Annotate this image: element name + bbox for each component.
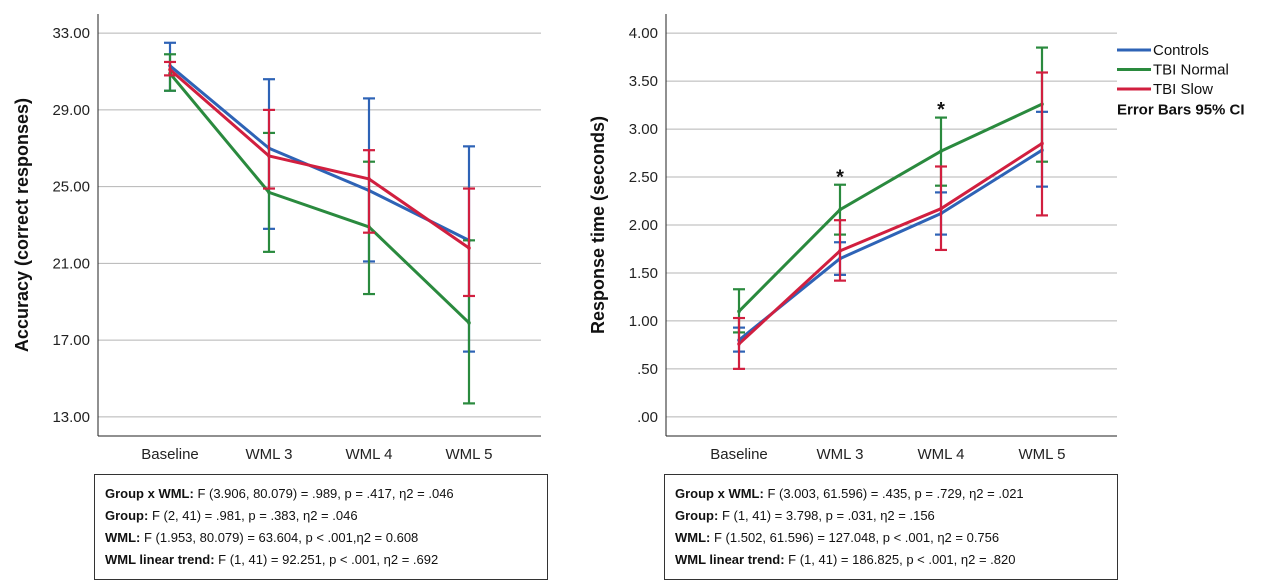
chart-0: 13.00 17.00 21.00 25.00 29.00 33.00 Baseline WM… — [12, 14, 541, 463]
data-point — [168, 67, 172, 72]
x-tick-label: Baseline — [710, 446, 768, 463]
legend-entry: TBI Slow — [1153, 81, 1213, 98]
y-tick-label: .50 — [637, 361, 658, 378]
stats-row: WML linear trend: F (1, 41) = 186.825, p… — [675, 552, 1016, 567]
series-line-tbi-normal — [737, 102, 1043, 313]
data-point — [737, 309, 741, 314]
stats-row: Group x WML: F (3.906, 80.079) = .989, p… — [105, 486, 454, 501]
legend: Controls TBI Normal TBI Slow Error Bars 95%… — [1117, 42, 1245, 119]
series-line-controls — [169, 64, 470, 242]
stats-row: WML: F (1.502, 61.596) = 127.048, p < .0… — [675, 530, 1000, 545]
data-point — [939, 149, 943, 153]
charts-canvas: 13.00 17.00 21.00 25.00 29.00 33.00 Baseline WM… — [12, 14, 1245, 463]
y-axis-label: Response time (seconds) — [588, 116, 608, 334]
x-tick-label: WML 5 — [446, 446, 493, 463]
y-tick-label: 4.00 — [629, 25, 658, 42]
x-tick-label: WML 5 — [1019, 446, 1066, 463]
data-point — [737, 342, 741, 346]
data-point — [1040, 141, 1044, 146]
series-line-tbi-slow — [737, 142, 1043, 346]
y-tick-label: 1.50 — [629, 265, 658, 282]
x-tick-label: WML 3 — [817, 446, 864, 463]
x-tick-label: WML 3 — [246, 446, 293, 463]
stats-row: Group x WML: F (3.003, 61.596) = .435, p… — [675, 486, 1024, 501]
y-tick-label: 21.00 — [52, 255, 90, 272]
stats-row: WML linear trend: F (1, 41) = 92.251, p … — [105, 552, 439, 567]
y-tick-label: 13.00 — [52, 409, 90, 426]
stats-row: WML: F (1.953, 80.079) = 63.604, p < .00… — [105, 530, 419, 545]
y-tick-label: 2.50 — [629, 169, 658, 186]
stats-box-accuracy: Group x WML: F (3.906, 80.079) = .989, p… — [94, 474, 548, 580]
y-tick-label: 3.00 — [629, 121, 658, 138]
stats-box-response-time: Group x WML: F (3.003, 61.596) = .435, p… — [664, 474, 1118, 580]
y-tick-label: 29.00 — [52, 102, 90, 119]
chart-1: .00 .50 1.00 1.50 2.00 2.50 3.00 3.50 4.00 Baseli… — [588, 14, 1245, 463]
y-tick-label: 3.50 — [629, 73, 658, 90]
legend-entry: TBI Normal — [1153, 62, 1229, 79]
legend-entry: Controls — [1153, 42, 1209, 59]
y-tick-label: .00 — [637, 409, 658, 426]
legend-note: Error Bars 95% CI — [1117, 102, 1245, 119]
series-line-tbi-slow — [169, 68, 470, 250]
y-tick-label: 33.00 — [52, 25, 90, 42]
data-point — [838, 249, 842, 253]
significance-marker: * — [836, 166, 844, 188]
y-tick-label: 1.00 — [629, 313, 658, 330]
series-line-tbi-normal — [168, 72, 471, 324]
y-axis-label: Accuracy (correct responses) — [12, 98, 32, 352]
x-tick-label: WML 4 — [918, 446, 965, 463]
x-tick-label: Baseline — [141, 446, 199, 463]
stats-row: Group: F (2, 41) = .981, p = .383, η2 = … — [105, 508, 358, 523]
data-point — [267, 154, 271, 158]
y-tick-label: 25.00 — [52, 179, 90, 196]
y-tick-label: 2.00 — [629, 217, 658, 234]
data-point — [467, 246, 471, 250]
data-point — [838, 207, 842, 212]
y-tick-label: 17.00 — [52, 332, 90, 349]
x-tick-label: WML 4 — [346, 446, 393, 463]
data-point — [367, 177, 371, 181]
data-point — [939, 206, 943, 211]
significance-marker: * — [937, 99, 945, 121]
stats-row: Group: F (1, 41) = 3.798, p = .031, η2 =… — [675, 508, 935, 523]
data-point — [467, 321, 471, 325]
data-point — [267, 190, 271, 195]
